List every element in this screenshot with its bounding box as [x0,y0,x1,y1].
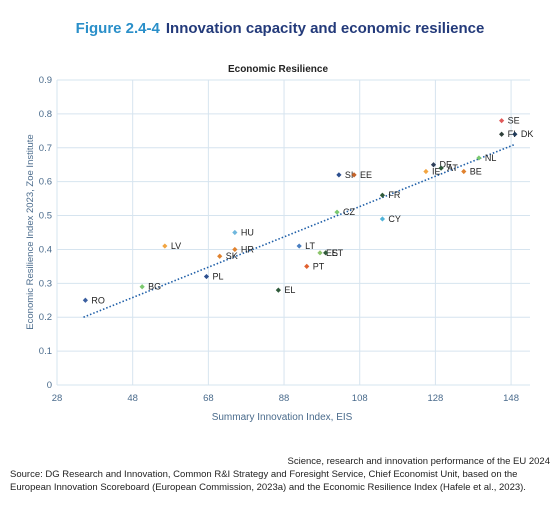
point-label-dk: DK [521,129,534,139]
publication-name: Science, research and innovation perform… [287,456,550,467]
trend-line-group [83,143,516,318]
point-marker-dk [512,131,518,137]
x-tick-label: 128 [427,393,443,404]
point-marker-sk [217,253,223,259]
point-label-be: BE [470,167,482,177]
trend-line [83,143,516,318]
point-marker-de [430,162,437,168]
figure-source: Science, research and innovation perform… [10,455,550,494]
x-tick-label: 48 [127,393,138,404]
point-marker-ie [423,168,429,175]
point-label-pl: PL [212,272,223,282]
y-tick-label: 0.3 [39,278,52,289]
point-marker-fr [379,192,386,198]
x-tick-labels: 28 48 68 88 108 128 148 [52,393,519,404]
point-label-lv: LV [171,241,181,251]
point-label-hr: HR [241,244,254,254]
y-tick-label: 0.1 [39,346,52,357]
x-tick-label: 148 [503,393,519,404]
y-tick-labels: 0 0.1 0.2 0.3 0.4 0.5 0.6 0.7 0.8 0.9 [39,75,52,391]
figure-number: Figure 2.4-4 [75,20,160,37]
point-label-es: ES [326,248,338,258]
point-marker-fi [499,131,505,137]
point-label-se: SE [508,116,520,126]
point-marker-lt [296,243,302,249]
point-label-at: AT [447,163,458,173]
y-tick-label: 0.9 [39,75,52,86]
point-marker-at [438,165,444,171]
point-marker-cy [379,216,386,222]
point-label-ro: RO [91,295,105,305]
point-label-fr: FR [388,190,400,200]
point-label-si: SI [345,170,354,180]
source-note: Source: DG Research and Innovation, Comm… [10,469,526,493]
point-label-el: EL [284,285,295,295]
chart-title: Economic Resilience [228,64,328,75]
point-marker-se [499,118,505,124]
point-label-pt: PT [313,261,325,271]
y-axis-label: Economic Resilience Index 2023, Zoe Inst… [25,134,36,329]
point-marker-nl [476,155,482,161]
point-label-fi: FI [508,129,516,139]
point-label-ee: EE [360,170,372,180]
figure-title: Figure 2.4-4 Innovation capacity and econ… [0,20,560,37]
point-label-cy: CY [388,214,401,224]
point-marker-hr [232,246,238,253]
y-tick-label: 0.7 [39,143,52,154]
figure-title-text: Innovation capacity and economic resilie… [165,20,485,37]
point-marker-bg [139,284,145,290]
y-tick-label: 0.6 [39,177,52,188]
point-marker-pl [203,273,210,280]
point-label-ie: IE [432,167,441,177]
point-label-nl: NL [485,153,497,163]
point-marker-lv [162,243,168,249]
y-tick-label: 0.4 [39,244,52,255]
x-tick-label: 68 [203,393,214,404]
point-label-bg: BG [148,282,161,292]
point-marker-be [461,168,467,175]
grid-lines [56,79,530,386]
point-marker-et [323,250,329,256]
point-marker-pt [304,263,310,269]
x-tick-label: 28 [52,393,63,404]
point-marker-ro [82,297,88,303]
x-axis-label: Summary Innovation Index, EIS [212,412,353,423]
point-label-hu: HU [241,228,254,238]
point-marker-es [317,250,323,256]
y-tick-label: 0.2 [39,312,52,323]
point-marker-ee [351,172,357,178]
x-tick-label: 88 [279,393,290,404]
point-label-de: DE [440,160,453,170]
y-tick-label: 0.8 [39,109,52,120]
point-marker-hu [232,229,238,236]
point-label-sk: SK [226,251,238,261]
x-tick-label: 108 [352,393,368,404]
point-marker-si [336,172,342,178]
point-label-cz: CZ [343,207,355,217]
y-tick-label: 0.5 [39,211,52,222]
point-marker-el [275,287,281,293]
point-label-lt: LT [305,241,315,251]
point-marker-cz [334,209,340,215]
y-tick-label: 0 [47,380,52,391]
point-label-et: ET [332,248,344,258]
scatter-chart: Economic Resilience 00.10.20.30.40.50.60… [25,64,534,423]
